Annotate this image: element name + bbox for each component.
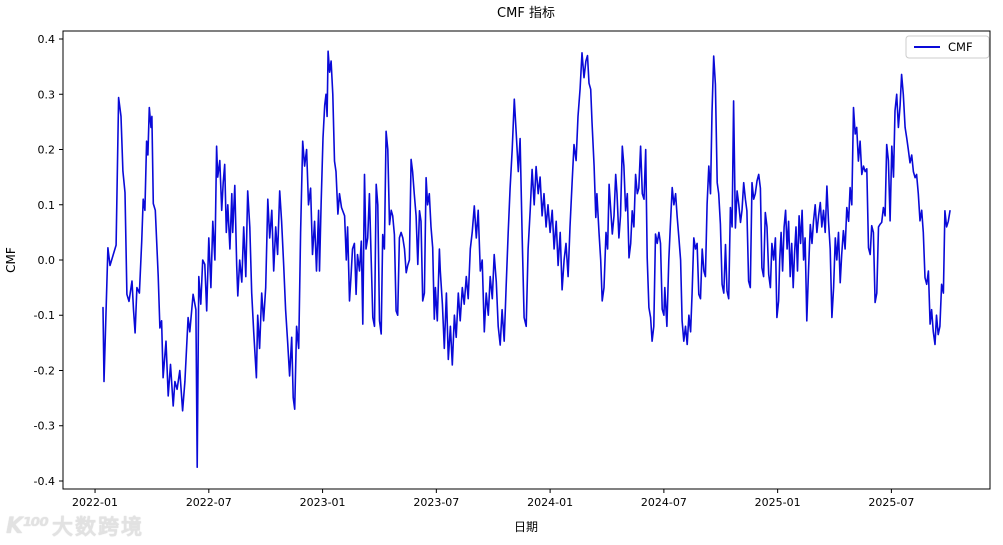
y-tick-label: -0.3 <box>34 420 55 433</box>
x-axis-label: 日期 <box>514 520 538 534</box>
x-tick-label: 2025-07 <box>868 496 914 509</box>
x-tick-label: 2024-07 <box>641 496 687 509</box>
y-tick-label: -0.4 <box>34 475 55 488</box>
y-tick-label: -0.1 <box>34 309 55 322</box>
y-tick-label: 0.0 <box>38 254 56 267</box>
legend-box <box>905 35 990 59</box>
x-tick-label: 2025-01 <box>755 496 801 509</box>
y-tick-label: 0.1 <box>38 199 56 212</box>
x-tick-label: 2024-01 <box>527 496 573 509</box>
watermark-text: 大数跨境 <box>51 515 144 539</box>
x-tick-label: 2023-07 <box>413 496 459 509</box>
chart-title: CMF 指标 <box>497 6 555 21</box>
legend: CMF <box>905 35 990 59</box>
y-axis-ticks: -0.4 -0.3 -0.2 -0.1 0.0 0.1 0.2 0.3 0.4 <box>34 33 63 488</box>
y-tick-label: -0.2 <box>34 364 55 377</box>
watermark: K¹⁰⁰ 大数跨境 <box>6 511 144 541</box>
k100-logo-icon: K¹⁰⁰ <box>6 513 49 539</box>
x-tick-label: 2022-01 <box>72 496 118 509</box>
x-axis-ticks: 2022-01 2022-07 2023-01 2023-07 2024-01 2024-… <box>72 489 914 509</box>
cmf-line-series <box>102 50 951 469</box>
y-tick-label: 0.3 <box>38 88 56 101</box>
y-tick-label: 0.2 <box>38 144 56 157</box>
y-axis-label: CMF <box>4 247 18 273</box>
legend-label: CMF <box>948 40 973 54</box>
y-tick-label: 0.4 <box>38 33 56 46</box>
x-tick-label: 2022-07 <box>186 496 232 509</box>
x-tick-label: 2023-01 <box>300 496 346 509</box>
plot-border <box>62 30 991 490</box>
